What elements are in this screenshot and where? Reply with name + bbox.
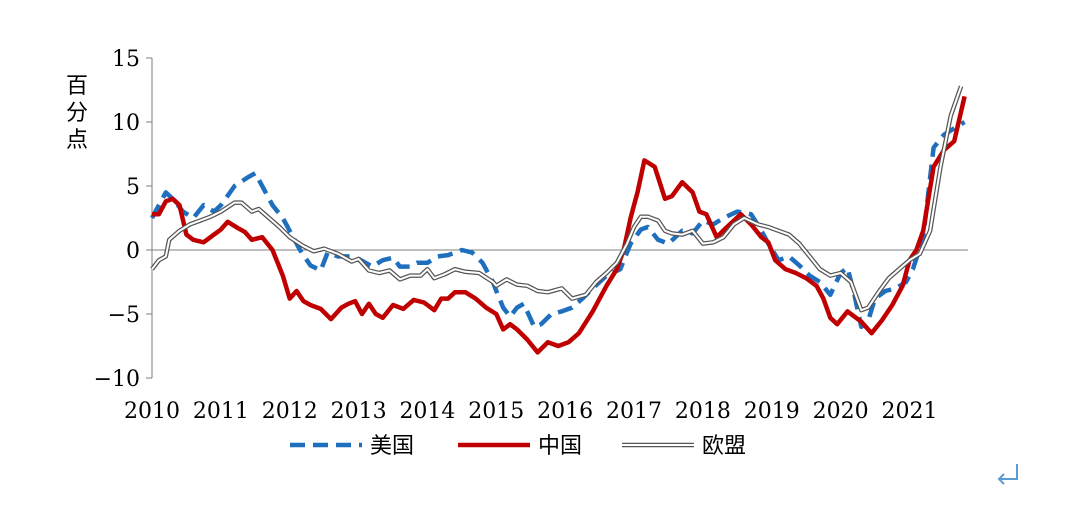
y-axis-label-char: 点	[66, 128, 88, 153]
legend: 美国 中国 欧盟	[290, 434, 746, 459]
series-lines	[150, 85, 967, 355]
y-tick-label: −5	[108, 303, 140, 328]
x-tick-label: 2013	[331, 399, 387, 424]
y-axis-label: 百分点	[66, 74, 88, 153]
y-tick-label: 10	[112, 111, 140, 136]
y-tick-label: 15	[112, 47, 140, 72]
series-line-1	[152, 95, 967, 355]
y-tick-label: 0	[126, 239, 140, 264]
legend-label: 美国	[370, 434, 414, 459]
x-tick-label: 2019	[744, 399, 800, 424]
x-tick-label: 2018	[675, 399, 731, 424]
y-axis-label-char: 分	[66, 101, 88, 126]
x-tick-label: 2012	[262, 399, 318, 424]
return-arrow-icon	[997, 464, 1018, 485]
legend-label: 中国	[538, 434, 582, 459]
y-tick-labels: 15 10 5 0 −5 −10	[94, 47, 140, 392]
x-tick-labels: 2010 2011 2012 2013 2014 2015 2016 2017 2018 2019…	[124, 399, 937, 424]
y-axis-label-char: 百	[66, 74, 88, 99]
y-tick-label: −10	[94, 367, 140, 392]
legend-label: 欧盟	[702, 434, 746, 459]
series-line-2	[151, 85, 963, 312]
x-tick-label: 2016	[537, 399, 593, 424]
x-tick-label: 2015	[468, 399, 524, 424]
x-tick-label: 2020	[813, 399, 869, 424]
x-tick-label: 2010	[124, 399, 180, 424]
x-tick-label: 2011	[193, 399, 249, 424]
x-tick-label: 2017	[606, 399, 662, 424]
y-tick-label: 5	[126, 175, 140, 200]
x-tick-label: 2014	[399, 399, 455, 424]
x-tick-label: 2021	[881, 399, 937, 424]
